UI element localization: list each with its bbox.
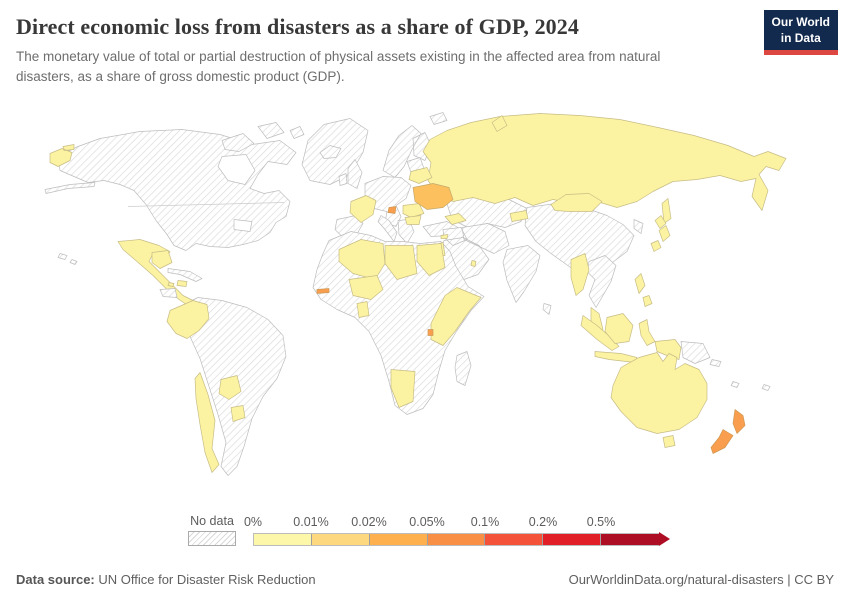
- map-country-africa-nodata[interactable]: [312, 231, 485, 415]
- map-country-mali[interactable]: [348, 275, 384, 300]
- map-country-chile[interactable]: [194, 372, 220, 473]
- data-source-label: Data source:: [16, 572, 95, 587]
- legend-tick-02: 0.2%: [528, 515, 558, 529]
- legend-segment-3[interactable]: [369, 533, 428, 545]
- map-country-romania[interactable]: [402, 203, 425, 218]
- map-country-slovenia[interactable]: [387, 206, 397, 214]
- legend-segment-4[interactable]: [427, 533, 486, 545]
- map-country-australia[interactable]: [610, 352, 708, 434]
- map-country-cuba[interactable]: [167, 268, 203, 282]
- map-region-caucasus[interactable]: [444, 213, 467, 225]
- legend-tick-002: 0.02%: [351, 515, 387, 529]
- map-region-east-africa[interactable]: [430, 287, 482, 346]
- map-country-cyprus[interactable]: [440, 234, 449, 239]
- map-region-hawaii[interactable]: [57, 253, 78, 265]
- legend-tick-0: 0%: [243, 515, 263, 529]
- map-country-paraguay[interactable]: [218, 375, 242, 400]
- legend-segment-7[interactable]: [601, 533, 660, 545]
- owid-logo-line1: Our World: [771, 15, 830, 29]
- attribution[interactable]: OurWorldinData.org/natural-disasters | C…: [568, 572, 834, 587]
- map-country-myanmar[interactable]: [570, 253, 590, 296]
- legend-tick-labels: 0% 0.01% 0.02% 0.05% 0.1% 0.2% 0.5%: [244, 515, 659, 532]
- map-country-ghana[interactable]: [356, 301, 370, 318]
- map-region-arctic-islands[interactable]: [221, 112, 448, 152]
- map-country-bulgaria[interactable]: [404, 215, 422, 225]
- map-country-qatar[interactable]: [470, 260, 477, 267]
- legend-segment-5[interactable]: [485, 533, 544, 545]
- map-region-chukotka-wrap[interactable]: [49, 144, 75, 167]
- map-country-new-zealand[interactable]: [710, 409, 746, 454]
- map-country-gambia[interactable]: [316, 288, 330, 294]
- map-country-japan[interactable]: [650, 215, 671, 252]
- map-country-uruguay[interactable]: [230, 405, 246, 422]
- legend-tick-001: 0.01%: [293, 515, 329, 529]
- map-country-madagascar[interactable]: [454, 351, 472, 386]
- map-country-mongolia[interactable]: [550, 193, 603, 212]
- legend-segment-2[interactable]: [311, 533, 370, 545]
- map-region-sakhalin[interactable]: [661, 198, 672, 224]
- chart-footer: Data source: UN Office for Disaster Risk…: [16, 572, 834, 587]
- data-source-text: UN Office for Disaster Risk Reduction: [94, 572, 316, 587]
- world-map-svg: [44, 112, 787, 476]
- map-region-indochina[interactable]: [586, 255, 617, 308]
- map-country-kyrgyzstan[interactable]: [509, 210, 529, 222]
- map-region-yucatan[interactable]: [151, 250, 173, 269]
- map-region-pacific-islands[interactable]: [709, 359, 771, 391]
- map-country-france[interactable]: [349, 195, 377, 223]
- map-country-philippines[interactable]: [634, 273, 653, 307]
- map-country-algeria[interactable]: [338, 239, 386, 280]
- map-country-iceland[interactable]: [319, 145, 342, 159]
- page-title: Direct economic loss from disasters as a…: [16, 14, 579, 39]
- map-region-sulawesi[interactable]: [638, 319, 656, 346]
- legend-arrow-icon: [659, 532, 670, 546]
- legend-color-bar[interactable]: [253, 532, 660, 546]
- map-country-honduras[interactable]: [159, 288, 178, 298]
- map-region-west-papua[interactable]: [654, 339, 682, 360]
- legend-no-data-label: No data: [190, 514, 234, 528]
- map-country-united-kingdom-ireland[interactable]: [338, 159, 363, 189]
- map-country-belarus[interactable]: [408, 167, 433, 184]
- legend-segment-6[interactable]: [543, 533, 602, 545]
- map-country-united-states-canada[interactable]: [57, 129, 297, 251]
- map-region-java[interactable]: [594, 351, 638, 363]
- map-country-sri-lanka[interactable]: [542, 303, 552, 315]
- map-region-novaya-zemlya[interactable]: [491, 115, 508, 132]
- legend-no-data[interactable]: No data: [188, 514, 236, 546]
- map-legend: No data 0% 0.01% 0.02% 0.05% 0.1% 0.2% 0…: [188, 514, 670, 546]
- map-region-tasmania[interactable]: [662, 435, 676, 448]
- map-country-hispaniola[interactable]: [167, 280, 188, 287]
- map-country-namibia[interactable]: [390, 369, 416, 408]
- map-country-rwanda[interactable]: [427, 329, 434, 336]
- data-source: Data source: UN Office for Disaster Risk…: [16, 572, 316, 587]
- map-country-mexico-central-america[interactable]: [117, 239, 198, 308]
- legend-tick-01: 0.1%: [470, 515, 500, 529]
- world-map: [0, 104, 850, 506]
- map-country-ukraine[interactable]: [412, 183, 454, 210]
- owid-logo-line2: in Data: [780, 30, 821, 45]
- map-country-papua-new-guinea[interactable]: [680, 341, 711, 364]
- map-region-borneo[interactable]: [604, 313, 634, 344]
- map-country-south-korea[interactable]: [633, 219, 644, 234]
- map-country-russia[interactable]: [422, 113, 787, 211]
- us-canada-border: [127, 202, 285, 207]
- legend-color-scale: 0% 0.01% 0.02% 0.05% 0.1% 0.2% 0.5%: [244, 515, 670, 546]
- map-region-aleutians[interactable]: [44, 182, 96, 194]
- chart-header: Direct economic loss from disasters as a…: [16, 14, 834, 88]
- legend-tick-05: 0.5%: [586, 515, 616, 529]
- map-region-sumatra[interactable]: [580, 315, 620, 351]
- legend-tick-005: 0.05%: [409, 515, 445, 529]
- owid-logo: Our World in Data: [763, 10, 838, 56]
- map-country-india[interactable]: [502, 245, 541, 303]
- map-country-egypt[interactable]: [416, 243, 446, 276]
- page-subtitle: The monetary value of total or partial d…: [16, 49, 661, 85]
- legend-no-data-swatch[interactable]: [188, 531, 236, 546]
- map-country-colombia-ecuador[interactable]: [166, 300, 210, 339]
- legend-segment-1[interactable]: [254, 533, 312, 545]
